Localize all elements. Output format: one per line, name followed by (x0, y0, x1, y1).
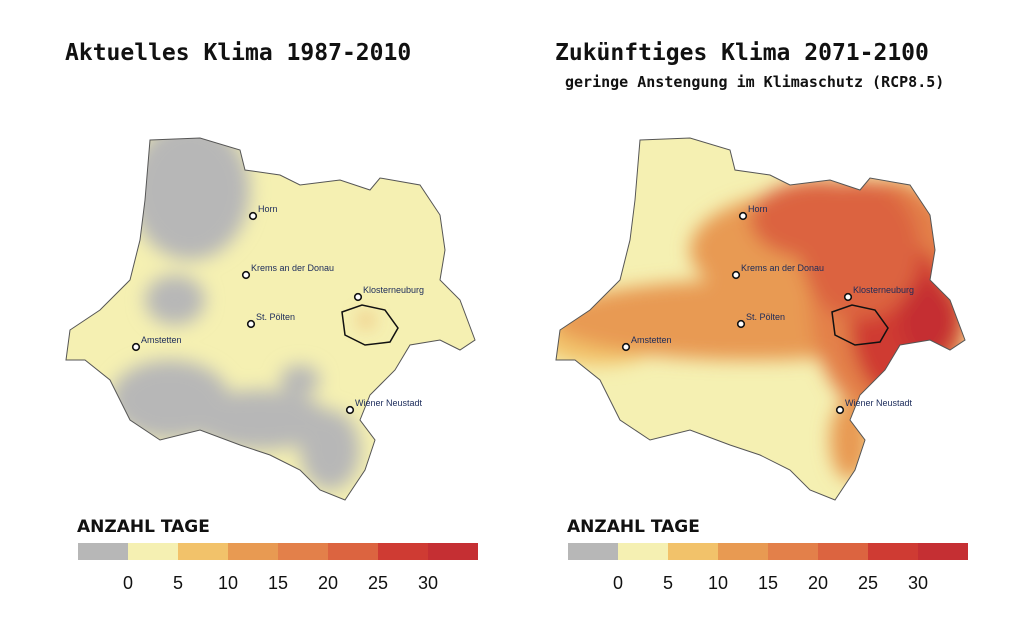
city-label: Amstetten (631, 335, 672, 345)
legend-tick: 25 (368, 573, 388, 593)
city-label: Horn (748, 204, 768, 214)
legend-tick: 5 (173, 573, 183, 593)
legend-swatch (78, 543, 128, 560)
heat-area (130, 138, 250, 260)
city-label: Wiener Neustadt (355, 398, 423, 408)
legend-swatch (328, 543, 378, 560)
city-label: Krems an der Donau (251, 263, 334, 273)
city-marker (345, 405, 355, 415)
city-label: Klosterneuburg (853, 285, 914, 295)
heat-layer (110, 138, 372, 490)
city-marker (131, 342, 141, 352)
heat-area (280, 365, 320, 395)
vienna-outline (831, 304, 889, 346)
legend-title: ANZAHL TAGE (567, 517, 700, 537)
legend-tick: 30 (908, 573, 928, 593)
legend-swatch (128, 543, 178, 560)
heat-area (300, 410, 360, 490)
city-marker (843, 292, 853, 302)
city-marker (246, 319, 256, 329)
city-label: Klosterneuburg (363, 285, 424, 295)
legend-swatch (868, 543, 918, 560)
legend-tick: 10 (708, 573, 728, 593)
heat-area (900, 280, 960, 360)
legend-tick: 25 (858, 573, 878, 593)
legend-tick: 5 (663, 573, 673, 593)
legend-tick: 15 (758, 573, 778, 593)
legend-tick: 30 (418, 573, 438, 593)
city-marker (248, 211, 258, 221)
legend-swatch (428, 543, 478, 560)
city-label: Horn (258, 204, 278, 214)
legend-tick: 15 (268, 573, 288, 593)
panel: Aktuelles Klima 1987-2010 Horn Krems an de… (65, 40, 478, 593)
legend-title: ANZAHL TAGE (77, 517, 210, 537)
vienna-outline (341, 304, 399, 346)
legend-swatch (618, 543, 668, 560)
city-marker (835, 405, 845, 415)
city-marker (353, 292, 363, 302)
legend-tick: 20 (318, 573, 338, 593)
city-marker (621, 342, 631, 352)
legend-swatch (718, 543, 768, 560)
city-marker (736, 319, 746, 329)
heat-area (830, 400, 870, 480)
heat-area (145, 275, 205, 325)
legend-tick: 0 (613, 573, 623, 593)
panel-title: Zukünftiges Klima 2071-2100 (555, 40, 929, 66)
panel: Zukünftiges Klima 2071-2100 geringe Anste… (555, 40, 968, 593)
city-marker (738, 211, 748, 221)
panel-title: Aktuelles Klima 1987-2010 (65, 40, 411, 66)
city-label: Krems an der Donau (741, 263, 824, 273)
panel-subtitle: geringe Anstengung im Klimaschutz (RCP8.… (565, 73, 944, 91)
heat-layer (556, 180, 965, 480)
legend-swatch (278, 543, 328, 560)
legend-tick: 10 (218, 573, 238, 593)
legend-swatch (768, 543, 818, 560)
legend-swatch (668, 543, 718, 560)
heat-area (190, 390, 330, 450)
legend-swatch (918, 543, 968, 560)
heat-area (800, 180, 920, 320)
city-label: Amstetten (141, 335, 182, 345)
city-label: St. Pölten (746, 312, 785, 322)
legend-swatch (228, 543, 278, 560)
legend-swatch (178, 543, 228, 560)
legend-tick: 0 (123, 573, 133, 593)
city-label: Wiener Neustadt (845, 398, 913, 408)
city-label: St. Pölten (256, 312, 295, 322)
city-marker (241, 270, 251, 280)
legend-tick: 20 (808, 573, 828, 593)
heat-area (360, 314, 372, 326)
legend-swatch (818, 543, 868, 560)
legend-swatch (568, 543, 618, 560)
legend-swatch (378, 543, 428, 560)
city-marker (731, 270, 741, 280)
